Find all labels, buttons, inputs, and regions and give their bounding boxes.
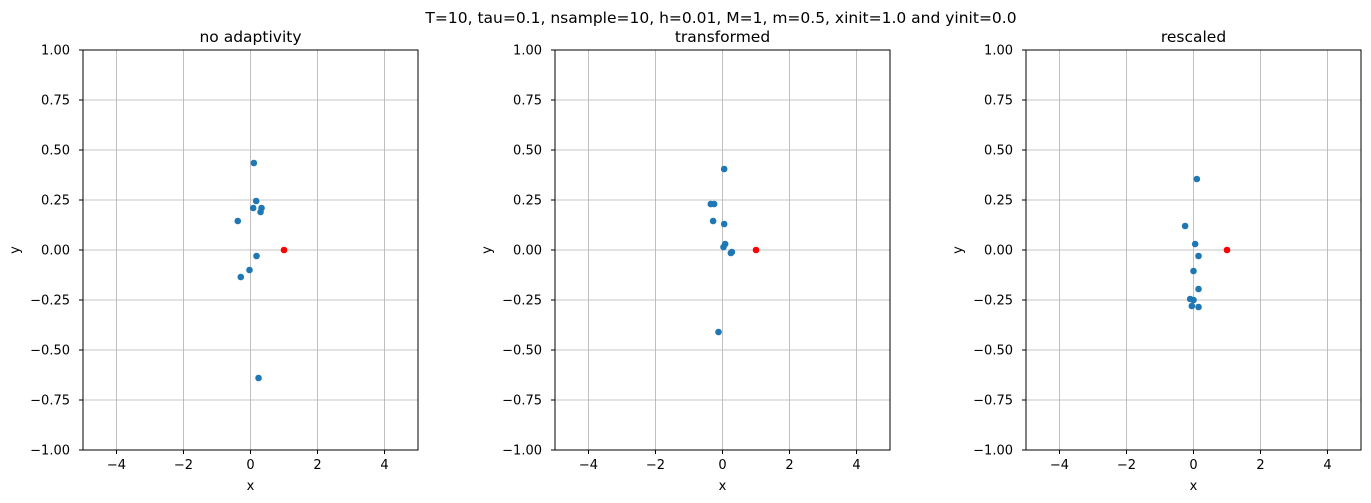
y-tick-label: −1.00: [502, 444, 542, 459]
sample-point: [255, 374, 262, 382]
y-tick-label: 1.00: [41, 44, 70, 59]
y-tick-label: −0.25: [30, 294, 70, 309]
y-tick-label: −0.75: [502, 394, 542, 409]
y-tick-label: −0.25: [973, 294, 1013, 309]
sample-point: [709, 217, 717, 225]
x-tick-label: −2: [174, 458, 193, 473]
subplot-transformed: −4 −2 0 2 4 1.00 0.75 0.50 0.25 0.00 −0.25 −0.50 −0.…: [480, 28, 891, 494]
subplot-title-transformed: transformed: [675, 28, 770, 46]
x-tick-label: −2: [1117, 458, 1136, 473]
sample-point: [1181, 222, 1189, 230]
sample-point: [720, 165, 728, 173]
sample-point: [1195, 303, 1202, 311]
sample-point: [249, 204, 257, 212]
sample-point: [1188, 302, 1196, 310]
sample-point: [1191, 240, 1199, 248]
subplot-no-adaptivity: −4 −2 0 2 4 1.00 0.75 0.50 0.25 0.00 −0.25 −0.50 −0.…: [8, 28, 419, 494]
y-tick-label: 0.75: [41, 94, 70, 109]
y-axis-label: y: [8, 246, 23, 254]
x-axis-label: x: [719, 479, 727, 494]
sample-point: [1190, 296, 1197, 304]
y-tick-label: −0.50: [30, 344, 70, 359]
y-axis-label: y: [480, 246, 495, 254]
y-axis-label: y: [951, 246, 966, 254]
y-tick-label: 0.50: [984, 144, 1013, 159]
x-axis-label: x: [247, 479, 255, 494]
x-tick-label: 0: [718, 458, 726, 473]
sample-point: [252, 197, 260, 205]
x-tick-label: −4: [579, 458, 598, 473]
y-tick-label: 0.75: [984, 94, 1013, 109]
subplot-title-no-adaptivity: no adaptivity: [199, 28, 301, 46]
figure-suptitle: T=10, tau=0.1, nsample=10, h=0.01, M=1, …: [424, 9, 1016, 27]
sample-point: [720, 220, 728, 228]
x-tick-label: 0: [1189, 458, 1197, 473]
y-tick-label: −0.50: [502, 344, 542, 359]
x-tick-label: −2: [646, 458, 665, 473]
y-tick-label: 0.75: [513, 94, 542, 109]
y-tick-label: 0.25: [41, 194, 70, 209]
initial-point-marker: [280, 246, 288, 254]
initial-point-marker: [1223, 246, 1231, 254]
x-tick-label: 0: [246, 458, 254, 473]
y-tick-label: 0.25: [513, 194, 542, 209]
sample-point: [234, 217, 242, 225]
y-tick-label: 0.50: [41, 144, 70, 159]
sample-point: [250, 159, 258, 167]
subplot-rescaled: −4 −2 0 2 4 1.00 0.75 0.50 0.25 0.00 −0.25 −0.50 −0.…: [951, 28, 1362, 494]
x-tick-label: 4: [380, 458, 388, 473]
subplot-title-rescaled: rescaled: [1161, 28, 1226, 46]
sample-point: [253, 252, 260, 260]
initial-point-marker: [752, 246, 760, 254]
sample-point: [1195, 285, 1202, 293]
sample-point: [257, 208, 264, 216]
sample-point: [246, 266, 253, 274]
x-axis-label: x: [1190, 479, 1198, 494]
y-tick-label: 0.00: [984, 244, 1013, 259]
y-tick-label: 0.00: [41, 244, 70, 259]
sample-point: [715, 328, 722, 336]
y-tick-label: 0.25: [984, 194, 1013, 209]
x-tick-label: 4: [1323, 458, 1331, 473]
y-tick-label: −0.75: [30, 394, 70, 409]
y-tick-label: −0.75: [973, 394, 1013, 409]
y-tick-label: −1.00: [30, 444, 70, 459]
sample-point: [1195, 252, 1202, 260]
x-tick-label: 2: [1256, 458, 1264, 473]
sample-point: [1190, 267, 1197, 275]
y-tick-label: 0.50: [513, 144, 542, 159]
sample-point: [237, 273, 245, 281]
x-tick-label: −4: [107, 458, 126, 473]
y-tick-label: 1.00: [513, 44, 542, 59]
y-tick-label: −0.25: [502, 294, 542, 309]
y-tick-label: 1.00: [984, 44, 1013, 59]
y-tick-label: 0.00: [513, 244, 542, 259]
y-tick-label: −1.00: [973, 444, 1013, 459]
sample-point: [727, 249, 735, 257]
x-tick-label: 4: [852, 458, 860, 473]
x-tick-label: 2: [313, 458, 321, 473]
x-tick-label: 2: [785, 458, 793, 473]
sample-point: [720, 243, 727, 251]
x-tick-label: −4: [1050, 458, 1069, 473]
y-tick-label: −0.50: [973, 344, 1013, 359]
sample-point: [1193, 175, 1201, 183]
sample-point: [710, 200, 718, 208]
